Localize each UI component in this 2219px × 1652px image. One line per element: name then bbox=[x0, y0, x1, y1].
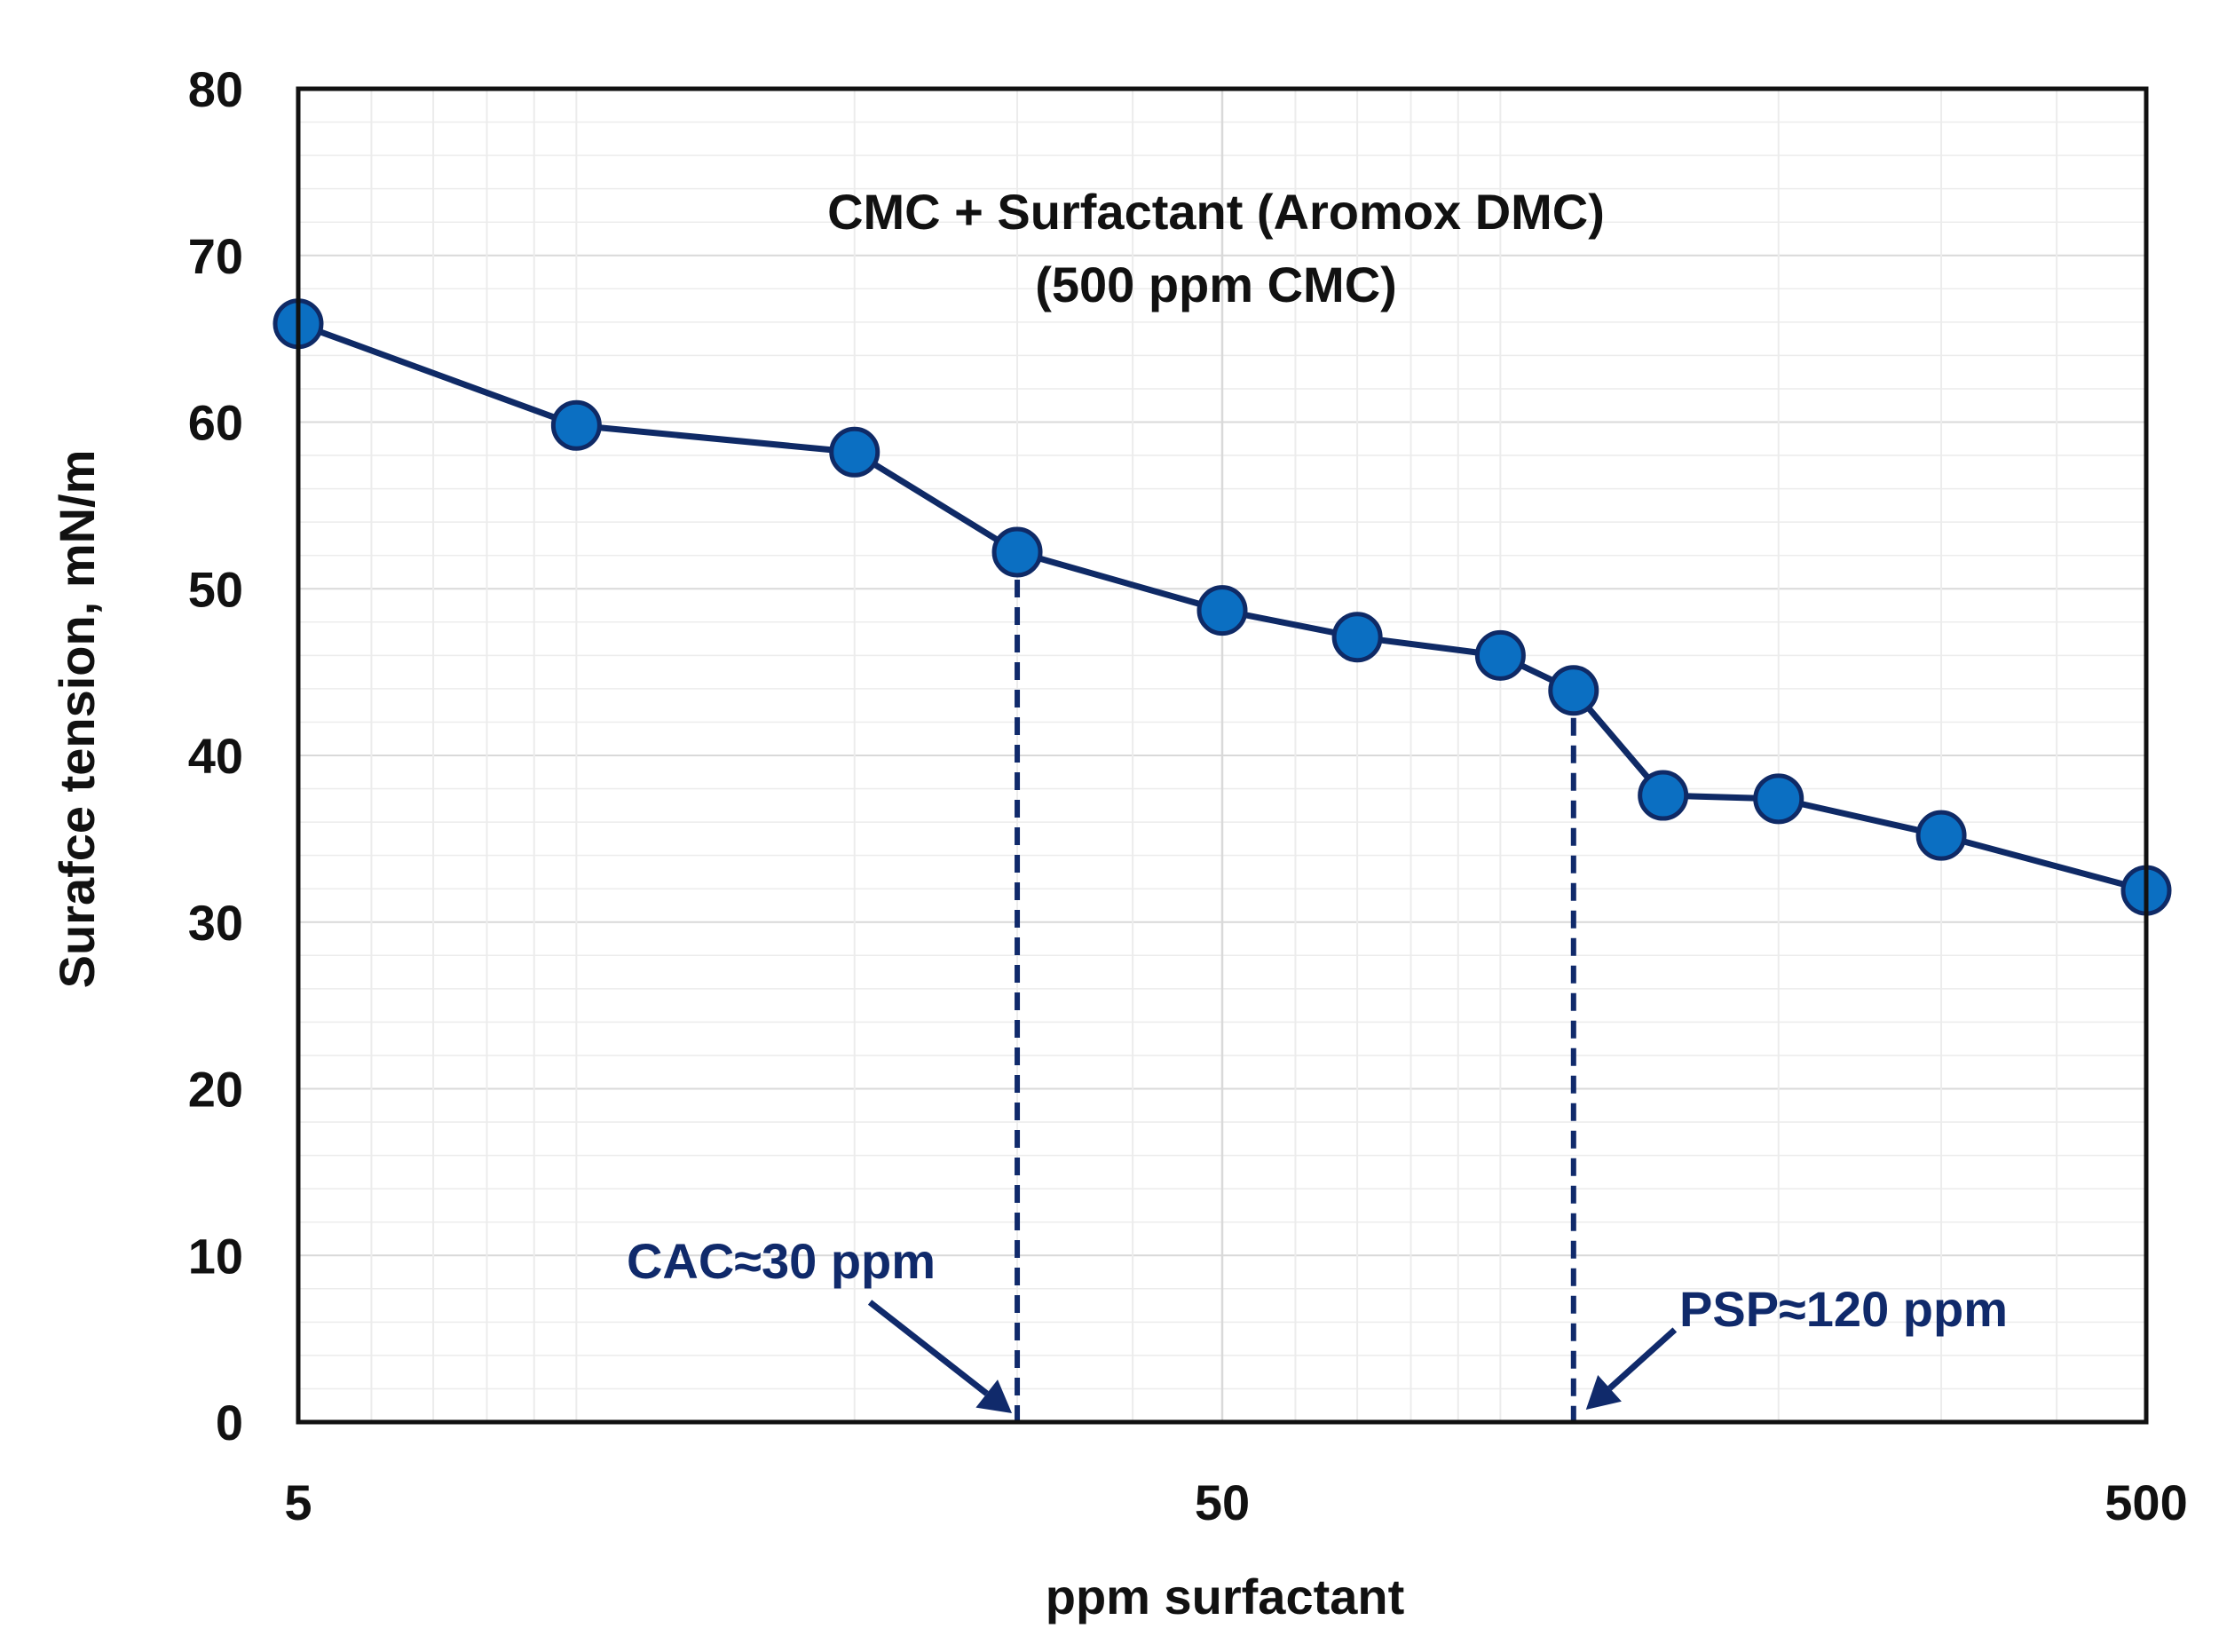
chart-subtitle: (500 ppm CMC) bbox=[1035, 257, 1397, 312]
y-tick-label: 40 bbox=[188, 728, 243, 784]
psp-annotation-label: PSP≈120 ppm bbox=[1679, 1281, 2008, 1337]
x-tick-label: 5 bbox=[284, 1474, 312, 1530]
cac-arrow-head bbox=[975, 1379, 1013, 1413]
data-point bbox=[1915, 810, 1967, 861]
data-point bbox=[1331, 612, 1383, 663]
data-point bbox=[991, 526, 1043, 578]
data-point bbox=[1638, 770, 1689, 821]
data-point bbox=[1753, 773, 1804, 825]
y-tick-labels: 0 10 20 30 40 50 60 70 80 bbox=[188, 61, 243, 1450]
y-tick-label: 50 bbox=[188, 561, 243, 617]
data-point bbox=[1196, 585, 1248, 636]
y-tick-label: 80 bbox=[188, 61, 243, 117]
cac-annotation-label: CAC≈30 ppm bbox=[627, 1233, 936, 1289]
x-tick-labels: 5 50 500 bbox=[284, 1474, 2187, 1530]
psp-arrow-shaft bbox=[1607, 1327, 1678, 1391]
y-tick-label: 20 bbox=[188, 1062, 243, 1118]
y-tick-label: 10 bbox=[188, 1228, 243, 1284]
y-axis-label: Surafce tension, mN/m bbox=[49, 450, 105, 989]
data-point bbox=[1548, 665, 1599, 716]
y-tick-label: 70 bbox=[188, 228, 243, 284]
series-line bbox=[296, 320, 2147, 894]
x-tick-label: 50 bbox=[1195, 1474, 1250, 1530]
data-point bbox=[829, 426, 880, 478]
x-axis-label: ppm surfactant bbox=[1046, 1569, 1405, 1624]
plot-area-frame bbox=[296, 86, 2149, 1425]
psp-arrow-head bbox=[1585, 1375, 1622, 1410]
data-point bbox=[1474, 629, 1526, 681]
data-point bbox=[550, 399, 602, 451]
chart-title: CMC + Surfactant (Aromox DMC) bbox=[827, 184, 1605, 240]
cac-arrow-shaft bbox=[867, 1300, 989, 1396]
annotation-lines bbox=[1015, 551, 1576, 1422]
x-tick-label: 500 bbox=[2104, 1474, 2187, 1530]
y-tick-label: 60 bbox=[188, 395, 243, 451]
y-tick-label: 30 bbox=[188, 895, 243, 951]
y-tick-label: 0 bbox=[216, 1395, 243, 1450]
annotations: CAC≈30 ppm PSP≈120 ppm bbox=[627, 1233, 2008, 1413]
